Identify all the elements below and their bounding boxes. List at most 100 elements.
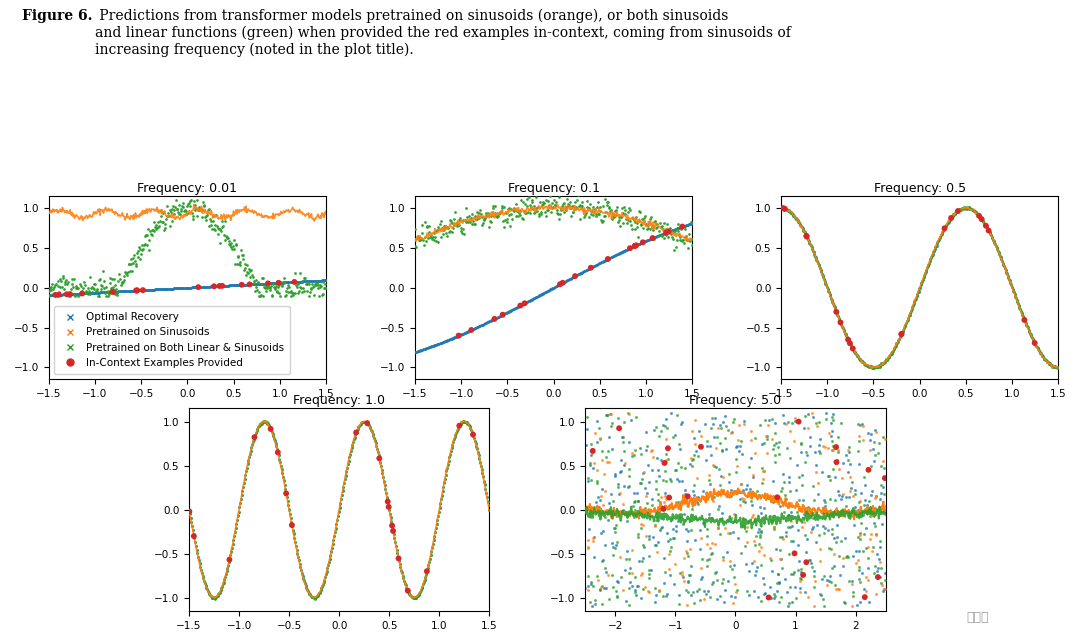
Point xyxy=(769,492,786,502)
Point xyxy=(949,206,967,216)
Point xyxy=(450,331,468,341)
Point xyxy=(286,276,303,287)
Point xyxy=(516,298,534,309)
Point xyxy=(777,204,794,214)
Point xyxy=(418,566,435,576)
Point xyxy=(856,592,874,602)
Point xyxy=(134,285,151,295)
Point xyxy=(220,554,238,565)
Point xyxy=(190,282,207,293)
Point xyxy=(795,570,812,580)
Point xyxy=(278,488,295,498)
Text: Predictions from transformer models pretrained on sinusoids (orange), or both si: Predictions from transformer models pret… xyxy=(95,9,791,57)
Point xyxy=(73,288,91,298)
Point xyxy=(692,442,710,452)
Point xyxy=(512,300,529,311)
Point xyxy=(980,226,997,236)
Point xyxy=(599,254,617,264)
Title: Frequency: 1.0: Frequency: 1.0 xyxy=(293,394,386,407)
Point xyxy=(943,213,960,223)
Point xyxy=(494,309,511,320)
Point xyxy=(359,418,376,428)
Point xyxy=(390,553,407,563)
Point xyxy=(774,203,792,213)
Point xyxy=(798,557,815,567)
Point xyxy=(626,240,644,251)
Point xyxy=(348,428,365,438)
Point xyxy=(789,417,807,427)
Title: Frequency: 5.0: Frequency: 5.0 xyxy=(689,394,782,407)
Text: Figure 6.: Figure 6. xyxy=(22,9,92,23)
Point xyxy=(973,214,990,224)
Title: Frequency: 0.5: Frequency: 0.5 xyxy=(874,182,966,195)
Point xyxy=(798,231,815,242)
Point xyxy=(380,502,397,512)
Point xyxy=(674,221,691,231)
Title: Frequency: 0.01: Frequency: 0.01 xyxy=(137,182,238,195)
Point xyxy=(832,317,849,327)
Point xyxy=(971,211,988,221)
Point xyxy=(582,262,599,273)
Point xyxy=(827,442,845,452)
Point xyxy=(46,290,64,300)
Point xyxy=(660,226,677,237)
Point xyxy=(977,221,995,231)
Point xyxy=(58,289,76,300)
Point xyxy=(283,520,300,530)
Point xyxy=(1016,315,1034,325)
Point xyxy=(658,228,675,238)
Point xyxy=(841,338,859,349)
Point xyxy=(839,334,856,345)
Point xyxy=(634,237,651,248)
Title: Frequency: 0.1: Frequency: 0.1 xyxy=(508,182,599,195)
Point xyxy=(621,243,638,253)
Point xyxy=(893,329,910,340)
Point xyxy=(786,548,804,559)
Point xyxy=(269,448,286,458)
Point xyxy=(936,223,954,233)
Point xyxy=(869,572,887,582)
Point xyxy=(876,473,893,484)
Point xyxy=(246,432,264,442)
Point xyxy=(384,526,402,536)
Legend: Optimal Recovery, Pretrained on Sinusoids, Pretrained on Both Linear & Sinusoids: Optimal Recovery, Pretrained on Sinusoid… xyxy=(54,306,291,374)
Point xyxy=(760,592,778,602)
Point xyxy=(464,430,482,440)
Point xyxy=(259,278,276,289)
Point xyxy=(400,586,417,596)
Point xyxy=(105,287,122,297)
Point xyxy=(679,491,697,502)
Point xyxy=(462,325,480,335)
Point xyxy=(644,233,661,243)
Point xyxy=(270,278,287,288)
Point xyxy=(656,458,673,468)
Point xyxy=(51,289,68,300)
Point xyxy=(214,281,231,291)
Point xyxy=(828,457,846,467)
Point xyxy=(659,443,676,453)
Point xyxy=(62,289,79,299)
Point xyxy=(893,329,910,339)
Point xyxy=(661,493,678,503)
Point xyxy=(584,446,602,456)
Point xyxy=(127,285,145,296)
Point xyxy=(654,503,672,514)
Point xyxy=(262,424,280,434)
Point xyxy=(104,287,121,297)
Text: 量子位: 量子位 xyxy=(967,611,989,624)
Point xyxy=(205,281,222,291)
Point xyxy=(379,496,396,507)
Point xyxy=(370,453,388,464)
Point xyxy=(450,421,468,431)
Point xyxy=(129,285,146,296)
Point xyxy=(486,314,503,324)
Point xyxy=(233,280,251,290)
Point xyxy=(626,241,644,251)
Point xyxy=(798,231,815,241)
Point xyxy=(860,465,877,475)
Point xyxy=(211,281,228,291)
Point xyxy=(129,285,146,296)
Point xyxy=(566,271,583,281)
Point xyxy=(554,278,571,288)
Point xyxy=(180,506,198,516)
